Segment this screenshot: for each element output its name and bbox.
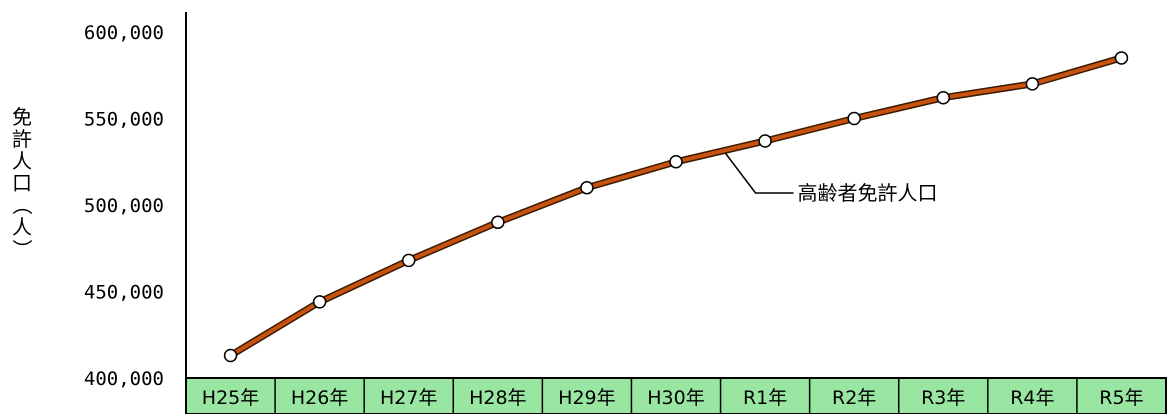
category-axis-band: H25年 H26年 H27年 H28年 H29年 H30年 R1年 R2年 R3年 R4年 R5年 bbox=[185, 377, 1167, 414]
series-line-group bbox=[227, 54, 1125, 359]
series-line bbox=[228, 55, 1124, 358]
category-tick-label: H27年 bbox=[380, 387, 437, 409]
series-callout: 高齢者免許人口 bbox=[724, 152, 938, 205]
data-point-marker bbox=[223, 348, 238, 363]
callout-leader-line bbox=[724, 152, 794, 194]
category-tick-label: R2年 bbox=[832, 387, 876, 409]
series-line-outline bbox=[227, 54, 1125, 359]
category-tick-label: H29年 bbox=[558, 387, 615, 409]
data-point-marker bbox=[847, 111, 861, 126]
y-axis-title-char: 人 bbox=[12, 149, 32, 173]
data-point-marker bbox=[312, 295, 327, 309]
y-tick-label: 400,000 bbox=[84, 368, 164, 390]
series-marker-group bbox=[223, 51, 1129, 363]
data-point-marker bbox=[936, 90, 951, 105]
y-tick-label: 500,000 bbox=[84, 195, 164, 217]
data-point-marker bbox=[1025, 77, 1040, 91]
y-tick-label: 450,000 bbox=[84, 282, 164, 304]
category-tick-label: R3年 bbox=[921, 387, 965, 409]
category-tick-label: H28年 bbox=[469, 387, 526, 409]
y-axis-title-char: 口 bbox=[12, 171, 32, 195]
y-tick-label: 600,000 bbox=[84, 22, 164, 44]
y-axis-title-char: 許 bbox=[12, 127, 32, 151]
y-axis-title: 免許人口（人） bbox=[10, 105, 34, 259]
y-tick-label: 550,000 bbox=[84, 109, 164, 131]
y-axis: 400,000 450,000 500,000 550,000 600,000 bbox=[84, 12, 187, 390]
data-point-marker bbox=[580, 180, 594, 195]
data-point-marker bbox=[491, 215, 505, 230]
y-axis-title-char: 免 bbox=[12, 105, 32, 129]
category-tick-label: R1年 bbox=[743, 387, 787, 409]
series-name-label: 高齢者免許人口 bbox=[798, 181, 938, 205]
data-point-marker bbox=[758, 134, 772, 148]
category-tick-label: H25年 bbox=[202, 387, 259, 409]
category-tick-label: R5年 bbox=[1099, 387, 1143, 409]
category-tick-label: H26年 bbox=[291, 387, 348, 409]
category-tick-label: H30年 bbox=[647, 387, 704, 409]
data-point-marker bbox=[1114, 51, 1129, 65]
y-axis-title-char: 人 bbox=[12, 215, 32, 239]
data-point-marker bbox=[669, 155, 683, 169]
category-band bbox=[185, 377, 1167, 414]
y-axis-title-char: （ bbox=[10, 195, 34, 215]
y-axis-title-char: ） bbox=[10, 239, 34, 259]
data-point-marker bbox=[401, 253, 416, 268]
category-tick-label: R4年 bbox=[1010, 387, 1054, 409]
